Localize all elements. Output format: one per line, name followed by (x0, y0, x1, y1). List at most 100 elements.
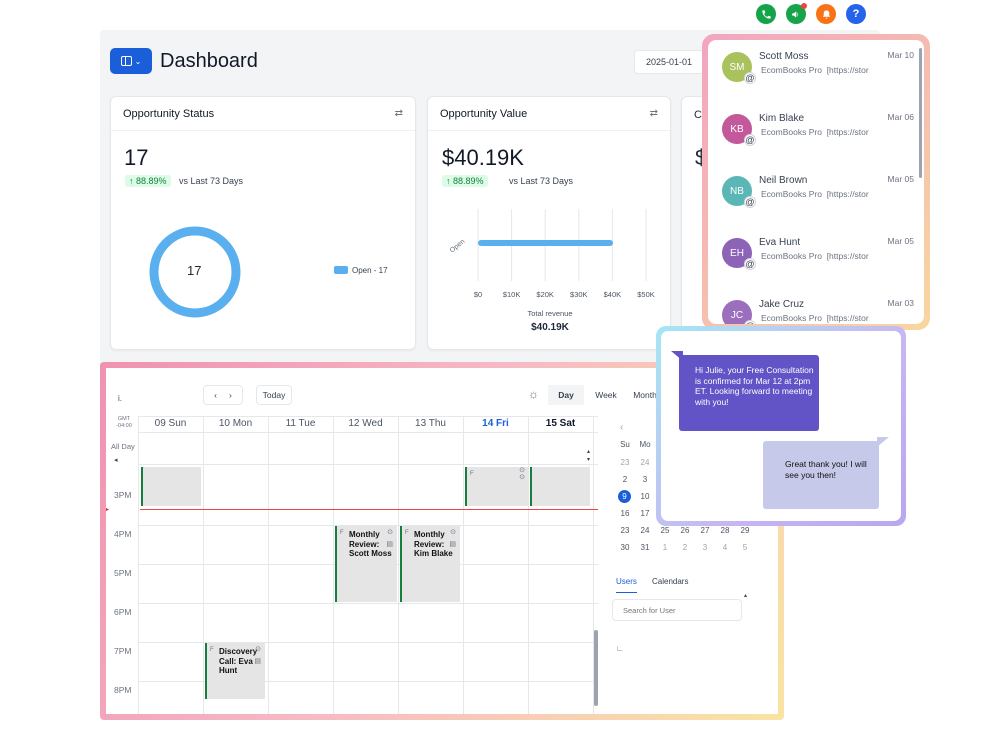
mini-day[interactable]: 16 (620, 509, 630, 518)
megaphone-icon[interactable] (786, 3, 807, 24)
day-header[interactable]: 12 Wed (348, 418, 383, 429)
bar-open (478, 240, 614, 246)
contact-name: Scott Moss (759, 51, 809, 62)
calendar-event[interactable]: F ⊙ ▤ Monthly Review: Kim Blake (400, 526, 460, 602)
mini-day[interactable]: 2 (682, 543, 688, 552)
mini-day[interactable]: 28 (720, 526, 730, 535)
compare-label: vs Last 73 Days (179, 176, 244, 186)
mini-prev-icon[interactable]: ‹ (620, 422, 624, 433)
calendar-nav: ‹ › (203, 385, 243, 405)
mini-day-selected[interactable]: 9 (618, 490, 631, 503)
message-link: [https://stor (826, 313, 869, 323)
phone-icon[interactable] (756, 4, 776, 24)
filter-icon[interactable]: ⇄ (649, 108, 658, 119)
date-range-picker[interactable]: 2025-01-01 (634, 50, 704, 74)
mini-day[interactable]: 26 (680, 526, 690, 535)
conversation-item[interactable]: KB @ Kim Blake EcomBooks Pro [https://stor M… (708, 106, 924, 168)
event-title: Monthly Review: Kim Blake (414, 530, 453, 558)
row-divider (138, 681, 598, 682)
day-header[interactable]: 10 Mon (218, 418, 253, 429)
mini-day[interactable]: 29 (740, 526, 750, 535)
message-link: [https://stor (826, 127, 869, 137)
x-tick-label: $50K (637, 290, 655, 299)
view-day-button[interactable]: Day (548, 385, 584, 405)
conversations-panel: SM @ Scott Moss EcomBooks Pro [https://stor… (702, 34, 930, 330)
view-month-button[interactable]: Month (633, 390, 657, 400)
calendar-block[interactable] (530, 467, 590, 506)
tab-calendars[interactable]: Calendars (652, 577, 689, 586)
mini-day[interactable]: 24 (640, 458, 650, 467)
chevron-right-icon[interactable]: › (229, 390, 232, 400)
mini-day[interactable]: 10 (640, 492, 650, 501)
column-divider (593, 416, 594, 714)
message-preview: EcomBooks Pro [https://stor (761, 65, 869, 75)
revenue-bar-chart: $0 $10K $20K $30K $40K $50K Open (449, 209, 655, 299)
scroll-left-arrow[interactable]: ◂ (114, 457, 118, 464)
bell-icon[interactable] (816, 4, 836, 24)
calendar-block[interactable] (141, 467, 201, 506)
top-toolbar: ? (756, 3, 866, 24)
day-header[interactable]: 14 Fri (482, 418, 509, 429)
message-source: EcomBooks Pro (761, 65, 822, 75)
event-title: Monthly Review: Scott Moss (349, 530, 392, 558)
calendar-block[interactable]: F ⊙ ⊙ (465, 467, 529, 506)
conversation-item[interactable]: JC@ Jake Cruz EcomBooks Pro [https://stor M… (708, 292, 924, 324)
mini-day[interactable]: 24 (640, 526, 650, 535)
mini-day[interactable]: 5 (742, 543, 748, 552)
column-divider (333, 416, 334, 714)
chevron-left-icon[interactable]: ‹ (214, 390, 217, 400)
sun-icon[interactable]: ☼ (528, 387, 539, 401)
mini-day[interactable]: 27 (700, 526, 710, 535)
conversation-item[interactable]: EH @ Eva Hunt EcomBooks Pro [https://stor Ma… (708, 230, 924, 292)
day-header[interactable]: 13 Thu (415, 418, 446, 429)
mini-day[interactable]: 3 (642, 475, 648, 484)
tab-users[interactable]: Users (616, 577, 637, 593)
mini-day[interactable]: 30 (620, 543, 630, 552)
column-divider (138, 416, 139, 714)
scroll-down-arrow[interactable]: ▾ (587, 457, 591, 463)
scroll-up-arrow[interactable]: ▴ (587, 449, 591, 455)
conversation-item[interactable]: SM @ Scott Moss EcomBooks Pro [https://stor… (708, 44, 924, 106)
view-week-button[interactable]: Week (595, 390, 617, 400)
row-divider (138, 603, 598, 604)
mini-day[interactable]: 23 (620, 526, 630, 535)
dashboard-switcher-button[interactable]: ⌄ (110, 48, 152, 74)
filter-icon[interactable]: ⇄ (394, 108, 403, 119)
mini-day[interactable]: 3 (702, 543, 708, 552)
conversations-scrollbar[interactable] (919, 48, 922, 178)
calendar-panel: i. ‹ › Today ☼ Day Week Month GMT -04:00… (100, 362, 784, 720)
mini-day[interactable]: 4 (722, 543, 728, 552)
donut-slice-open (149, 226, 241, 318)
message-date: Mar 03 (887, 298, 914, 308)
mini-day[interactable]: 17 (640, 509, 650, 518)
total-value: $40.19K (531, 322, 569, 333)
message-source: EcomBooks Pro (761, 251, 822, 261)
message-date: Mar 05 (887, 236, 914, 246)
mini-day[interactable]: 1 (662, 543, 668, 552)
mini-day[interactable]: 25 (660, 526, 670, 535)
hour-label: 7PM (114, 646, 132, 656)
today-button[interactable]: Today (256, 385, 292, 405)
column-divider (398, 416, 399, 714)
reply-message-bubble: Great thank you! I will see you then! (763, 441, 879, 509)
mini-day[interactable]: 31 (640, 543, 650, 552)
scroll-up-arrow[interactable]: ▴ (744, 593, 748, 599)
calendar-scrollbar[interactable] (594, 630, 598, 706)
avatar: JC (722, 300, 752, 324)
help-icon[interactable]: ? (846, 4, 866, 24)
contact-name: Jake Cruz (759, 299, 805, 310)
day-header[interactable]: 09 Sun (154, 418, 187, 429)
user-search-input[interactable] (623, 601, 743, 620)
day-header[interactable]: 15 Sat (545, 418, 576, 429)
mini-day[interactable]: 2 (622, 475, 628, 484)
email-channel-icon: @ (744, 196, 756, 208)
mini-day[interactable]: 23 (620, 458, 630, 467)
calendar-event[interactable]: F ⊙ ▤ Discovery Call: Eva Hunt (205, 643, 265, 699)
conversation-item[interactable]: NB @ Neil Brown EcomBooks Pro [https://stor… (708, 168, 924, 230)
contact-name: Kim Blake (759, 113, 805, 124)
day-header[interactable]: 11 Tue (285, 418, 316, 429)
message-date: Mar 06 (887, 112, 914, 122)
calendar-event[interactable]: F ⊙ ▤ Monthly Review: Scott Moss (335, 526, 397, 602)
weekday-label: Mo (639, 440, 651, 449)
message-link: [https://stor (826, 251, 869, 261)
